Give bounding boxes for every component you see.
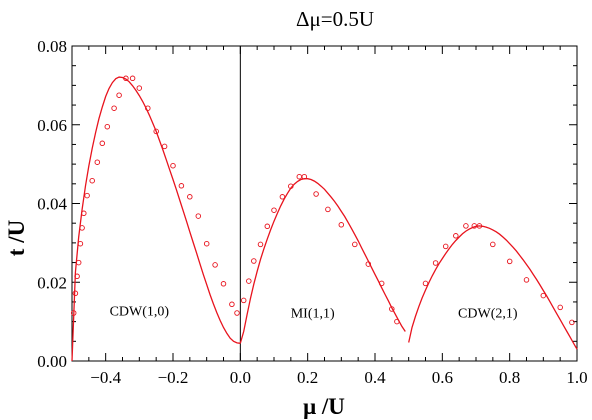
data-point xyxy=(187,194,193,200)
data-point xyxy=(81,210,87,217)
data-point xyxy=(569,319,575,326)
data-point xyxy=(74,273,80,280)
phase-boundary-curves xyxy=(71,76,578,362)
data-point xyxy=(70,310,77,316)
data-point xyxy=(153,128,159,135)
data-point xyxy=(557,304,563,311)
x-tick-label: 0.8 xyxy=(499,368,520,387)
y-tick-label: 0.06 xyxy=(37,116,67,135)
data-point xyxy=(389,306,395,312)
phase-region-label: CDW(1,0) xyxy=(110,305,170,320)
y-tick-label: 0.08 xyxy=(37,37,67,56)
data-point xyxy=(170,162,176,169)
data-point xyxy=(104,123,111,130)
chart-title: Δμ=0.5U xyxy=(296,7,374,31)
data-point xyxy=(271,207,277,213)
data-point xyxy=(72,290,79,297)
data-point xyxy=(453,233,459,239)
axis-tick-labels: −0.4 −0.2 0.0 0.2 0.4 0.6 0.8 1.0 0.00 0.02 0.04 0.… xyxy=(37,37,587,387)
data-point xyxy=(301,173,308,180)
x-tick-label: −0.2 xyxy=(158,368,189,387)
phase-region-label: CDW(2,1) xyxy=(458,307,518,322)
data-markers xyxy=(70,75,575,326)
data-point xyxy=(89,177,95,184)
data-point xyxy=(279,194,286,200)
data-point xyxy=(471,223,478,229)
data-point xyxy=(240,297,247,304)
y-tick-label: 0.02 xyxy=(37,273,67,292)
x-axis-label: μ /U xyxy=(303,394,345,419)
data-point xyxy=(442,243,449,250)
data-point xyxy=(325,206,331,213)
data-point xyxy=(229,301,235,308)
data-point xyxy=(79,225,85,231)
data-point xyxy=(195,213,202,219)
x-tick-label: 0.4 xyxy=(364,368,386,387)
data-point xyxy=(463,223,469,229)
data-point xyxy=(288,183,294,189)
data-point xyxy=(264,223,271,230)
phase-region-labels: CDW(1,0) MI(1,1) CDW(2,1) xyxy=(110,305,518,322)
data-point xyxy=(394,318,400,325)
x-tick-label: 1.0 xyxy=(566,368,587,387)
y-tick-label: 0.04 xyxy=(37,195,67,214)
data-point xyxy=(203,240,210,247)
phase-boundary-line-0 xyxy=(71,76,241,362)
axis-ticks xyxy=(71,45,578,362)
data-point xyxy=(123,75,129,82)
data-point xyxy=(84,192,90,199)
data-point xyxy=(129,75,136,82)
x-tick-label: −0.4 xyxy=(90,368,121,387)
data-point xyxy=(99,140,106,147)
data-point xyxy=(212,262,218,268)
data-point xyxy=(220,281,227,287)
x-tick-label: 0.2 xyxy=(297,368,318,387)
data-point xyxy=(476,223,483,229)
data-point xyxy=(432,260,439,266)
data-point xyxy=(338,222,345,228)
data-point xyxy=(116,92,122,98)
data-point xyxy=(111,105,117,111)
data-point xyxy=(313,191,319,197)
y-tick-label: 0.00 xyxy=(37,352,67,371)
data-point xyxy=(296,173,303,180)
data-point xyxy=(378,280,385,287)
phase-boundary-line-2 xyxy=(408,225,578,350)
data-point xyxy=(257,241,264,248)
data-point xyxy=(490,241,496,248)
data-point xyxy=(422,280,429,287)
data-point xyxy=(234,310,240,316)
data-point xyxy=(145,105,151,111)
data-point xyxy=(136,85,143,91)
x-tick-label: 0.0 xyxy=(230,368,251,387)
phase-boundary-line-1 xyxy=(239,178,406,344)
data-point xyxy=(352,241,358,248)
data-point xyxy=(75,259,82,266)
data-point xyxy=(178,183,185,189)
data-point xyxy=(94,159,101,165)
data-point xyxy=(365,261,372,267)
data-point xyxy=(523,277,530,283)
phase-region-label: MI(1,1) xyxy=(291,307,335,322)
data-point xyxy=(161,143,168,150)
data-point xyxy=(506,258,513,265)
y-axis-label: t /U xyxy=(4,219,29,256)
data-point xyxy=(251,258,257,264)
data-point xyxy=(540,292,547,299)
x-tick-label: 0.6 xyxy=(432,368,453,387)
data-point xyxy=(246,278,252,284)
data-point xyxy=(77,240,84,247)
